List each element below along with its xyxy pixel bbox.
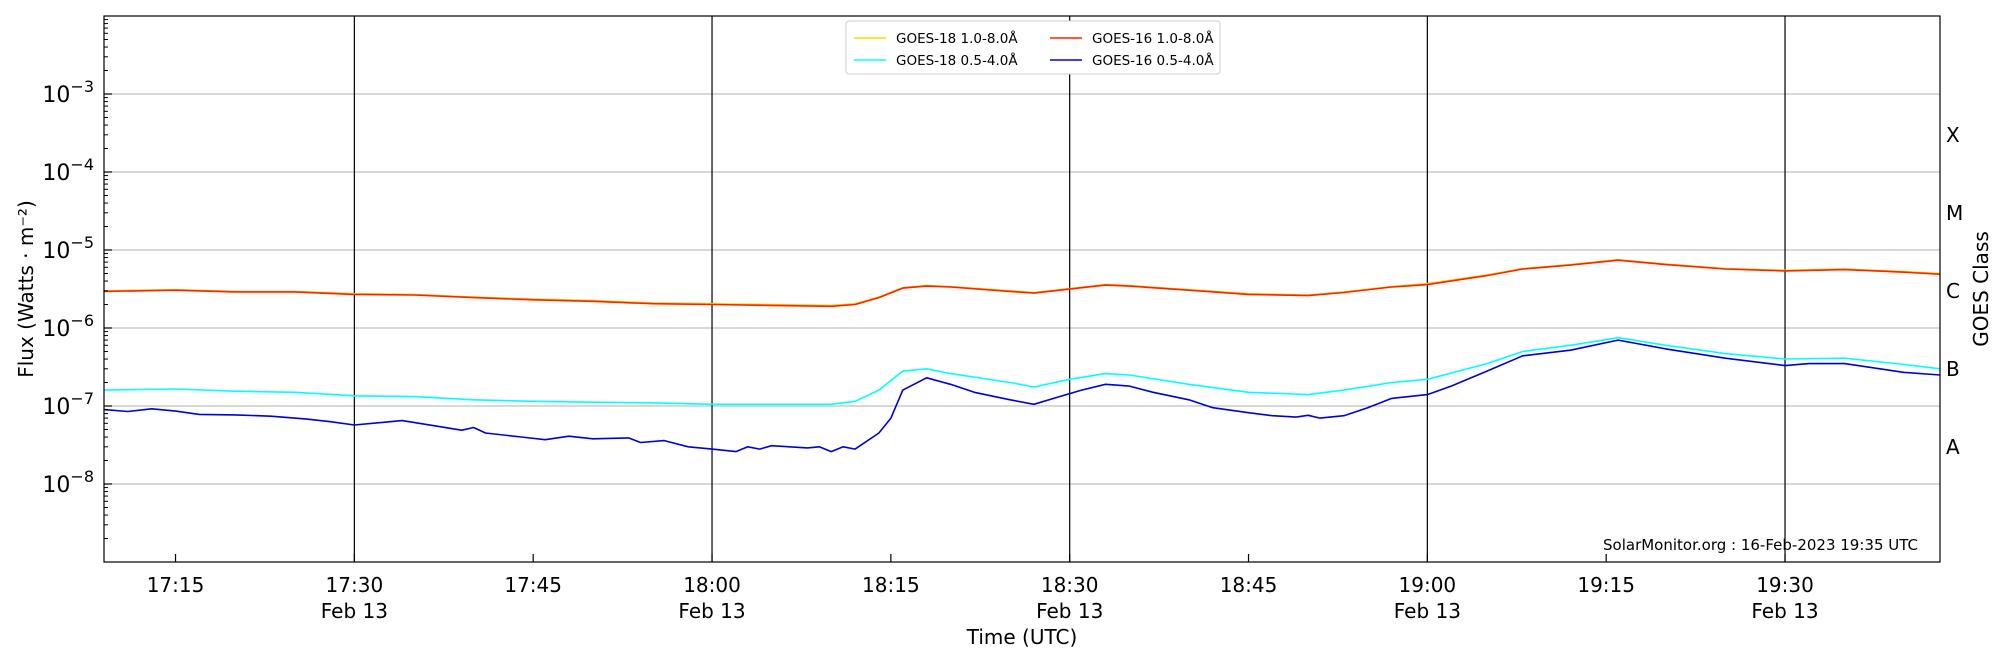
class-label-b: B bbox=[1946, 357, 1960, 381]
y-axis-ticks: 10−810−710−610−510−410−3 bbox=[42, 19, 112, 540]
x-tick-label: 19:00 bbox=[1399, 573, 1457, 597]
y-tick-label: 10−3 bbox=[42, 77, 94, 108]
x-tick-date: Feb 13 bbox=[1751, 599, 1818, 623]
x-tick-label: 18:45 bbox=[1220, 573, 1278, 597]
x-tick-label: 18:30 bbox=[1041, 573, 1099, 597]
y-tick-exponent: −3 bbox=[70, 77, 94, 96]
x-tick-label: 18:15 bbox=[862, 573, 920, 597]
x-tick-label: 19:30 bbox=[1756, 573, 1814, 597]
y-tick-label: 10−4 bbox=[42, 155, 94, 186]
y-tick-label: 10−7 bbox=[42, 389, 94, 420]
class-label-a: A bbox=[1946, 435, 1960, 459]
source-annotation: SolarMonitor.org : 16-Feb-2023 19:35 UTC bbox=[1603, 536, 1918, 554]
y-tick-base: 10 bbox=[42, 83, 70, 108]
class-label-c: C bbox=[1946, 279, 1960, 303]
y-tick-base: 10 bbox=[42, 161, 70, 186]
x-tick-label: 19:15 bbox=[1577, 573, 1635, 597]
y-tick-label: 10−5 bbox=[42, 233, 94, 264]
y-tick-base: 10 bbox=[42, 473, 70, 498]
x-tick-date: Feb 13 bbox=[321, 599, 388, 623]
y-tick-label: 10−8 bbox=[42, 467, 94, 498]
series-line-3 bbox=[103, 339, 1941, 453]
class-label-m: M bbox=[1946, 201, 1963, 225]
y-tick-base: 10 bbox=[42, 395, 70, 420]
series-line-0 bbox=[103, 258, 1941, 307]
x-tick-date: Feb 13 bbox=[1036, 599, 1103, 623]
y-tick-exponent: −4 bbox=[70, 155, 94, 174]
legend-box bbox=[845, 20, 1221, 75]
x-tick-label: 17:15 bbox=[147, 573, 205, 597]
x-tick-label: 17:30 bbox=[326, 573, 384, 597]
series-lines bbox=[103, 258, 1941, 453]
x-tick-label: 18:00 bbox=[683, 573, 741, 597]
x-tick-date: Feb 13 bbox=[1394, 599, 1461, 623]
goes-class-labels: A B C M X bbox=[1946, 123, 1963, 459]
plot-frame bbox=[103, 15, 1941, 563]
y-axis-label: Flux (Watts · m⁻²) bbox=[14, 200, 38, 378]
y-tick-base: 10 bbox=[42, 239, 70, 264]
legend-entry: GOES-18 1.0-8.0Å bbox=[896, 30, 1018, 47]
x-tick-label: 17:45 bbox=[504, 573, 562, 597]
series-line-2 bbox=[103, 259, 1941, 308]
horizontal-grid bbox=[104, 93, 1940, 485]
legend-entry: GOES-18 0.5-4.0Å bbox=[896, 52, 1018, 69]
right-axis-label: GOES Class bbox=[1969, 231, 1993, 347]
series-line-1 bbox=[103, 336, 1941, 406]
y-tick-exponent: −6 bbox=[70, 311, 94, 330]
legend-entry: GOES-16 0.5-4.0Å bbox=[1092, 52, 1214, 69]
legend: GOES-18 1.0-8.0Å GOES-18 0.5-4.0Å GOES-16 … bbox=[845, 20, 1221, 75]
y-tick-exponent: −5 bbox=[70, 233, 94, 252]
y-tick-label: 10−6 bbox=[42, 311, 94, 342]
y-tick-exponent: −7 bbox=[70, 389, 94, 408]
y-tick-base: 10 bbox=[42, 317, 70, 342]
x-axis-label: Time (UTC) bbox=[966, 625, 1078, 649]
y-tick-exponent: −8 bbox=[70, 467, 94, 486]
class-label-x: X bbox=[1946, 123, 1960, 147]
legend-entry: GOES-16 1.0-8.0Å bbox=[1092, 30, 1214, 47]
x-tick-date: Feb 13 bbox=[678, 599, 745, 623]
